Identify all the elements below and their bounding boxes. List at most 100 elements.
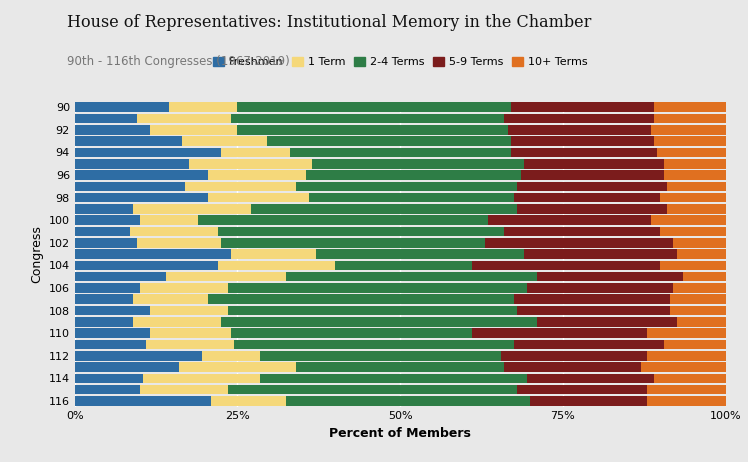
Text: 90th - 116th Congresses (1967-2019): 90th - 116th Congresses (1967-2019) [67, 55, 290, 68]
Bar [518, 385, 648, 395]
Bar [75, 215, 140, 225]
Bar [75, 373, 143, 383]
Bar [227, 283, 527, 293]
Bar [221, 148, 289, 157]
Bar [251, 204, 518, 214]
Bar [133, 204, 251, 214]
Bar [335, 261, 472, 270]
Bar [514, 340, 663, 349]
Bar [514, 193, 660, 202]
Bar [75, 182, 186, 191]
Bar [660, 261, 726, 270]
Bar [286, 272, 537, 281]
Bar [654, 114, 726, 123]
Bar [524, 159, 663, 169]
Bar [511, 103, 654, 112]
Bar [218, 227, 504, 237]
Bar [218, 261, 335, 270]
Bar [663, 340, 726, 349]
Bar [75, 385, 140, 395]
Bar [527, 373, 654, 383]
Bar [227, 385, 518, 395]
Bar [208, 170, 306, 180]
Bar [654, 136, 726, 146]
Bar [75, 238, 137, 248]
Bar [296, 362, 504, 372]
Bar [660, 193, 726, 202]
Bar [521, 170, 663, 180]
Bar [75, 114, 137, 123]
Bar [518, 182, 667, 191]
Bar [75, 362, 179, 372]
Bar [673, 238, 726, 248]
Text: House of Representatives: Institutional Memory in the Chamber: House of Representatives: Institutional … [67, 14, 592, 31]
Bar [75, 159, 188, 169]
Bar [75, 317, 133, 327]
Bar [504, 362, 641, 372]
Bar [309, 193, 514, 202]
Bar [472, 328, 648, 338]
Bar [537, 272, 683, 281]
Bar [137, 238, 221, 248]
Bar [75, 125, 150, 135]
Bar [641, 362, 726, 372]
Bar [75, 396, 212, 406]
Bar [657, 148, 726, 157]
Bar [518, 306, 670, 316]
Bar [667, 204, 726, 214]
Bar [212, 396, 286, 406]
Bar [231, 114, 504, 123]
Bar [166, 272, 286, 281]
Bar [677, 317, 726, 327]
Bar [677, 249, 726, 259]
Bar [504, 227, 660, 237]
Bar [518, 204, 667, 214]
Bar [75, 351, 202, 360]
Bar [260, 373, 527, 383]
Bar [663, 159, 726, 169]
Bar [75, 294, 133, 304]
Bar [648, 351, 726, 360]
Bar [130, 227, 218, 237]
Bar [289, 148, 511, 157]
Bar [648, 328, 726, 338]
Bar [179, 362, 296, 372]
Bar [511, 136, 654, 146]
Bar [527, 283, 673, 293]
Bar [221, 238, 485, 248]
Bar [234, 340, 514, 349]
Bar [75, 103, 169, 112]
Bar [150, 125, 238, 135]
Bar [654, 373, 726, 383]
Bar [140, 283, 227, 293]
Bar [286, 396, 530, 406]
Bar [673, 283, 726, 293]
Bar [140, 215, 198, 225]
Bar [169, 103, 237, 112]
Bar [75, 170, 208, 180]
Bar [150, 328, 231, 338]
Bar [75, 193, 208, 202]
Bar [75, 306, 150, 316]
Bar [75, 261, 218, 270]
Bar [75, 249, 231, 259]
Bar [231, 328, 472, 338]
Bar [133, 317, 221, 327]
Bar [514, 294, 670, 304]
Bar [231, 249, 316, 259]
Bar [504, 114, 654, 123]
Bar [663, 170, 726, 180]
Bar [133, 294, 208, 304]
Bar [511, 148, 657, 157]
Legend: Freshmen, 1 Term, 2-4 Terms, 5-9 Terms, 10+ Terms: Freshmen, 1 Term, 2-4 Terms, 5-9 Terms, … [209, 52, 592, 72]
Bar [208, 193, 309, 202]
Bar [140, 385, 227, 395]
Bar [75, 340, 147, 349]
Bar [186, 182, 296, 191]
Bar [683, 272, 726, 281]
Bar [75, 136, 183, 146]
Bar [75, 227, 130, 237]
Bar [75, 148, 221, 157]
Bar [306, 170, 521, 180]
Y-axis label: Congress: Congress [30, 225, 43, 283]
